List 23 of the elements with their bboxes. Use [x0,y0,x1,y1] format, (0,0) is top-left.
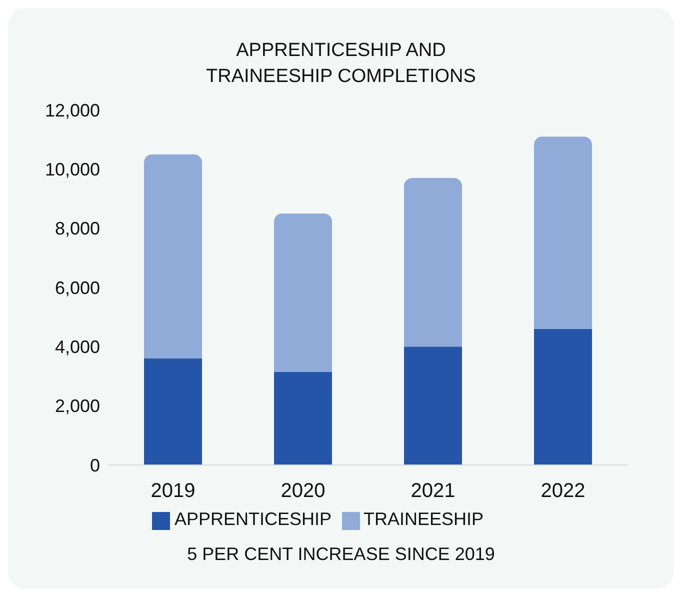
y-tick-label: 10,000 [44,160,100,180]
text: 5 PER CENT INCREASE SINCE 2019 [186,544,496,565]
y-tick-label: 8,000 [54,218,100,239]
bar [404,346,462,465]
bar [274,214,332,372]
bar [534,136,592,329]
x-tick-label: 2021 [410,480,456,502]
legend-label: APPRENTICESHIP [174,509,332,529]
x-tick-label: 2022 [540,480,586,502]
y-tick-label: 2,000 [54,396,100,416]
y-tick-label: 4,000 [54,337,100,358]
y-tick-label: 12,000 [44,100,100,120]
x-tick-label: 2020 [280,480,326,502]
x-tick-label: 2019 [150,480,196,502]
y-tick-label: 6,000 [54,278,100,298]
chart-title: APPRENTICESHIP AND TRAINEESHIP COMPLETIONS [205,39,477,89]
legend-label: TRAINEESHIP [364,509,484,529]
bar [274,372,332,465]
bar [144,154,202,358]
bar [534,328,592,465]
bar [404,178,462,347]
bar [144,358,202,465]
y-tick-label: 0 [90,455,100,476]
